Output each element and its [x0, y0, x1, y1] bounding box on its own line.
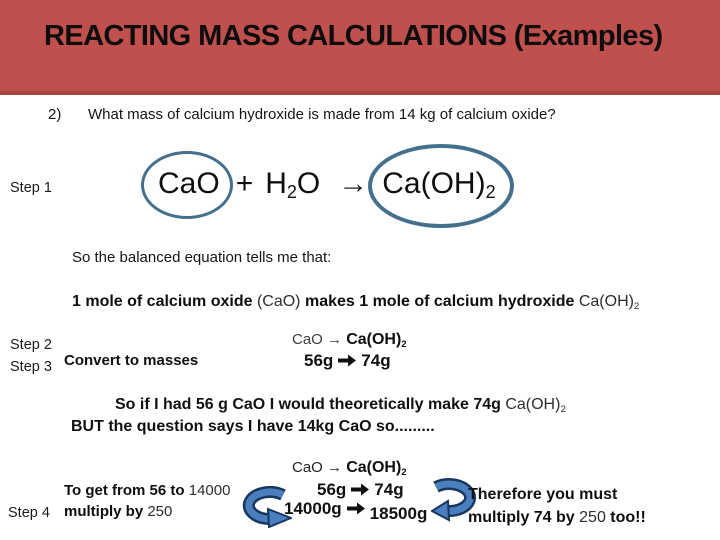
left2-bold: multiply by: [64, 503, 148, 520]
convert-to-masses-label: Convert to masses: [64, 352, 199, 369]
s4-caoh: Ca(OH)2: [346, 459, 407, 478]
mole-formula-caoh: Ca(OH)2: [578, 293, 640, 312]
left1-number: 14000: [188, 482, 231, 499]
conclusion-line2: BUT the question says I have 14kg CaO so…: [71, 418, 435, 435]
mole-statement: 1 mole of calcium oxide (CaO) makes 1 mo…: [72, 293, 640, 312]
big-mass-to: 18500g: [369, 504, 428, 523]
mass-to: 74g: [374, 480, 404, 499]
right2-bold2: too!!: [605, 509, 646, 526]
step4-label: Step 4: [8, 505, 50, 521]
equation-reactant-water: H2O: [265, 167, 321, 203]
balanced-intro-text: So the balanced equation tells me that:: [72, 249, 332, 266]
conclusion-formula: Ca(OH)2: [505, 396, 566, 415]
conclusion-line1: So if I had 56 g CaO I would theoretical…: [115, 396, 566, 415]
thin-arrow-icon: →: [327, 459, 343, 476]
thick-arrow-icon: [351, 481, 370, 496]
conv-cao: CaO: [292, 331, 323, 348]
mass-to: 74g: [361, 351, 391, 370]
step3-label: Step 3: [10, 359, 52, 375]
curved-arrow-right-icon: [234, 486, 294, 529]
mole-bold-1: 1 mole of calcium oxide: [72, 293, 257, 310]
s4-cao: CaO: [292, 459, 323, 476]
step4-mass-line: 56g 74g: [317, 480, 404, 500]
thin-arrow-icon: →: [327, 331, 343, 348]
convert-formula-line: CaO → Ca(OH)2: [292, 331, 407, 350]
big-mass-from: 14000g: [284, 499, 342, 518]
step4-right-line1: Therefore you must: [468, 486, 618, 503]
water-subscript: 2: [286, 182, 297, 203]
step1-label: Step 1: [10, 180, 52, 196]
question-number: 2): [48, 106, 62, 123]
conv-caoh: Ca(OH)2: [346, 331, 407, 350]
caoh-subscript: 2: [560, 403, 566, 415]
right2-number: 250: [579, 509, 606, 526]
mass-from: 56g: [317, 480, 347, 499]
equation-arrow-icon: →: [338, 167, 369, 200]
mole-formula-cao: (CaO): [256, 293, 301, 310]
thick-arrow-icon: [346, 500, 365, 515]
left1-bold: To get from 56 to: [64, 482, 189, 499]
caoh-subscript: 2: [633, 300, 640, 312]
ellipse-annotation-cao: [141, 151, 233, 219]
step4-formula-line: CaO → Ca(OH)2: [292, 459, 407, 478]
equation-plus-sign: +: [235, 167, 254, 200]
caoh-base: Ca(OH): [346, 459, 402, 476]
convert-mass-line: 56g 74g: [304, 351, 391, 371]
step4-right-line2: multiply 74 by 250 too!!: [468, 509, 646, 527]
question-text: What mass of calcium hydroxide is made f…: [88, 106, 556, 123]
mole-bold-2: makes 1 mole of calcium hydroxide: [300, 293, 579, 310]
water-o: O: [296, 167, 321, 200]
title-bar: [0, 0, 720, 95]
water-h: H: [265, 167, 287, 200]
step4-left-line2: multiply by 250: [64, 503, 172, 520]
thick-arrow-icon: [338, 352, 357, 367]
step2-label: Step 2: [10, 337, 52, 353]
ellipse-annotation-caoh: [368, 144, 514, 228]
caoh-subscript: 2: [401, 338, 407, 350]
right2-bold1: multiply 74 by: [468, 509, 580, 526]
curved-arrow-left-icon: [429, 477, 481, 524]
slide-title: REACTING MASS CALCULATIONS (Examples): [44, 20, 663, 52]
caoh-base: Ca(OH): [505, 396, 561, 413]
step4-big-mass-line: 14000g 18500g: [284, 499, 427, 523]
conclusion-main: So if I had 56 g CaO I would theoretical…: [115, 396, 506, 413]
step4-left-line1: To get from 56 to 14000: [64, 482, 230, 499]
caoh-base: Ca(OH): [346, 331, 402, 348]
mass-from: 56g: [304, 351, 334, 370]
caoh-subscript: 2: [401, 466, 407, 478]
caoh-base: Ca(OH): [578, 293, 634, 310]
left2-number: 250: [147, 503, 173, 520]
